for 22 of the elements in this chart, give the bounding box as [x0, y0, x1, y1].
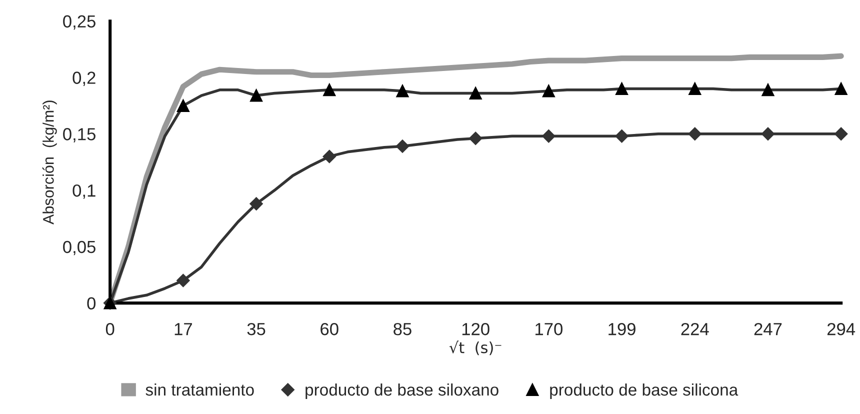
- x-tick-label: 247: [754, 322, 782, 336]
- x-axis-title: √t (s)⁻: [449, 340, 502, 356]
- x-tick-label: 17: [174, 323, 192, 336]
- y-tick-label: 0,05: [63, 240, 96, 256]
- y-tick-label: 0,1: [72, 184, 96, 199]
- y-tick-label: 0: [87, 297, 96, 310]
- x-tick-label: 60: [320, 322, 338, 336]
- x-tick-label: 170: [536, 322, 562, 336]
- x-tick-label: 294: [827, 322, 856, 336]
- x-tick-label: 85: [394, 322, 412, 336]
- y-tick-label: 0,2: [72, 72, 96, 86]
- y-axis-title: Absorción (kg/m²): [42, 100, 57, 224]
- x-tick-label: 199: [608, 322, 636, 336]
- x-tick-label: 120: [462, 322, 490, 336]
- legend-label: producto de base siloxano: [306, 383, 498, 399]
- x-tick-label: 35: [247, 322, 266, 336]
- y-tick-label: 0,25: [63, 15, 96, 30]
- legend-label: producto de base silicona: [550, 383, 738, 399]
- y-tick-label: 0,15: [63, 128, 96, 142]
- legend-label: sin tratamiento: [146, 383, 254, 396]
- x-tick-label: 0: [106, 322, 114, 336]
- x-tick-label: 224: [681, 322, 709, 336]
